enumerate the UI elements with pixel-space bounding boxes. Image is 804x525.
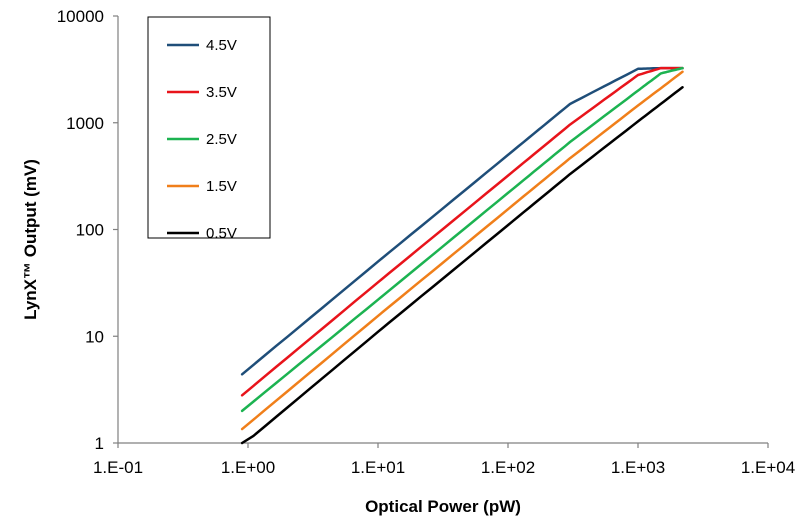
series-line-0-5v: [240, 86, 684, 445]
series-line-4-5v: [240, 66, 684, 376]
y-ticks: 1 10 100 1000 10000: [57, 7, 118, 453]
y-tick-label: 1: [95, 434, 104, 453]
x-tick-label: 1.E+01: [351, 458, 405, 477]
legend-label: 0.5V: [206, 225, 237, 242]
series-group: [240, 66, 684, 445]
x-ticks: 1.E-01 1.E+00 1.E+01 1.E+02 1.E+03 1.E+04: [93, 443, 795, 477]
legend-label: 4.5V: [206, 37, 237, 54]
x-axis-title: Optical Power (pW): [365, 497, 521, 516]
y-tick-label: 10: [85, 327, 104, 346]
y-tick-label: 10000: [57, 7, 104, 26]
series-line-3-5v: [240, 66, 684, 397]
legend: 4.5V 3.5V 2.5V 1.5V 0.5V: [147, 16, 271, 242]
x-tick-label: 1.E+03: [611, 458, 665, 477]
legend-label: 1.5V: [206, 178, 237, 195]
series-line-1-5v: [240, 70, 684, 431]
x-tick-label: 1.E+02: [481, 458, 535, 477]
legend-label: 3.5V: [206, 84, 237, 101]
series-line-2-5v: [240, 66, 684, 413]
y-axis-title: LynX™ Output (mV): [21, 159, 40, 320]
y-tick-label: 100: [76, 221, 104, 240]
legend-box: [147, 16, 271, 239]
x-tick-label: 1.E+00: [221, 458, 275, 477]
legend-label: 2.5V: [206, 131, 237, 148]
x-tick-label: 1.E-01: [93, 458, 143, 477]
x-tick-label: 1.E+04: [741, 458, 795, 477]
y-tick-label: 1000: [66, 114, 104, 133]
